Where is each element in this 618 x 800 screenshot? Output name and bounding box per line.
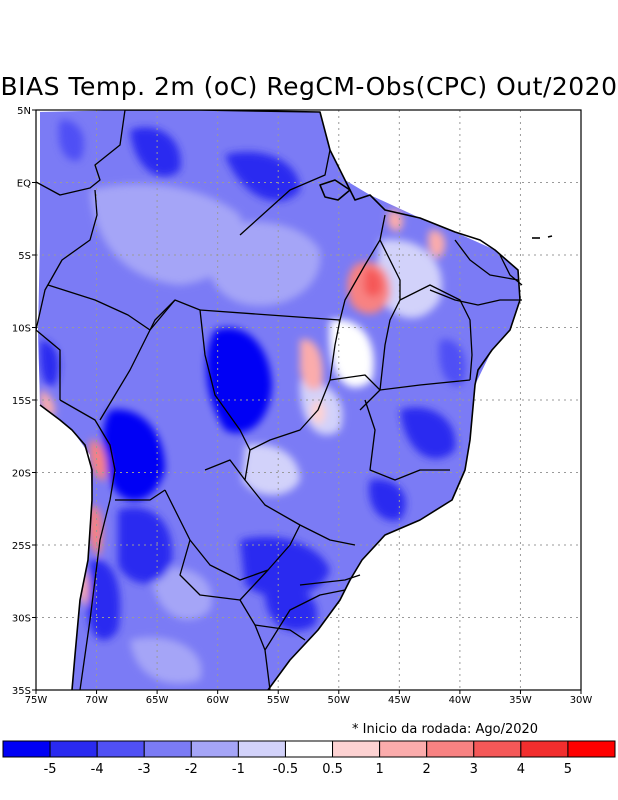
colorbar-label: 2 xyxy=(423,762,431,777)
lon-label: 30W xyxy=(570,695,593,706)
lon-label: 45W xyxy=(388,695,411,706)
map-title: BIAS Temp. 2m (oC) RegCM-Obs(CPC) Out/20… xyxy=(0,72,618,101)
coastline xyxy=(39,110,553,690)
colorbar-swatch xyxy=(96,740,145,758)
grid-lines xyxy=(36,110,581,690)
colorbar-swatch xyxy=(426,740,475,758)
lat-label: 20S xyxy=(12,469,31,480)
colorbar-swatch xyxy=(237,740,286,758)
longitude-labels: 75W 70W 65W 60W 55W 50W 45W 40W 35W 30W xyxy=(25,690,593,706)
colorbar-swatch xyxy=(332,740,381,758)
lat-label: 25S xyxy=(12,541,31,552)
colorbar-swatch xyxy=(49,740,98,758)
lon-label: 75W xyxy=(25,695,48,706)
lat-label: 35S xyxy=(12,686,31,697)
lon-label: 55W xyxy=(267,695,290,706)
lat-label: EQ xyxy=(17,179,31,190)
colorbar: -5 -4 -3 -2 -1 -0.5 0.5 1 2 3 4 5 xyxy=(0,738,618,800)
colorbar-swatch xyxy=(143,740,192,758)
colorbar-label: -2 xyxy=(185,762,198,777)
lon-label: 70W xyxy=(85,695,108,706)
lat-label: 30S xyxy=(12,614,31,625)
colorbar-label: -1 xyxy=(232,762,245,777)
run-start-note: * Inicio da rodada: Ago/2020 xyxy=(352,722,539,737)
colorbar-swatch xyxy=(520,740,569,758)
colorbar-swatch xyxy=(190,740,239,758)
colorbar-swatch xyxy=(567,740,616,758)
colorbar-swatch xyxy=(284,740,334,758)
colorbar-swatch xyxy=(2,740,51,758)
colorbar-swatch xyxy=(379,740,428,758)
lon-label: 60W xyxy=(206,695,229,706)
colorbar-label: 1 xyxy=(375,762,383,777)
lon-label: 35W xyxy=(509,695,532,706)
lat-label: 10S xyxy=(12,324,31,335)
colorbar-label: 5 xyxy=(564,762,572,777)
lat-label: 5N xyxy=(17,106,31,117)
lon-label: 40W xyxy=(449,695,472,706)
colorbar-swatch xyxy=(473,740,522,758)
bias-map: 5N EQ 5S 10S 15S 20S 25S 30S 35S 75W 70W 65W 60W 55W… xyxy=(12,106,593,706)
lat-label: 5S xyxy=(18,251,31,262)
colorbar-label: -4 xyxy=(91,762,104,777)
colorbar-label: -3 xyxy=(138,762,151,777)
lon-label: 50W xyxy=(327,695,350,706)
lon-label: 65W xyxy=(146,695,169,706)
political-boundaries xyxy=(36,110,523,690)
colorbar-label: -5 xyxy=(44,762,57,777)
colorbar-label: 4 xyxy=(517,762,525,777)
colorbar-label: 0.5 xyxy=(322,762,343,777)
colorbar-label: 3 xyxy=(470,762,478,777)
lat-label: 15S xyxy=(12,396,31,407)
colorbar-label: -0.5 xyxy=(273,762,298,777)
latitude-labels: 5N EQ 5S 10S 15S 20S 25S 30S 35S xyxy=(12,106,36,697)
